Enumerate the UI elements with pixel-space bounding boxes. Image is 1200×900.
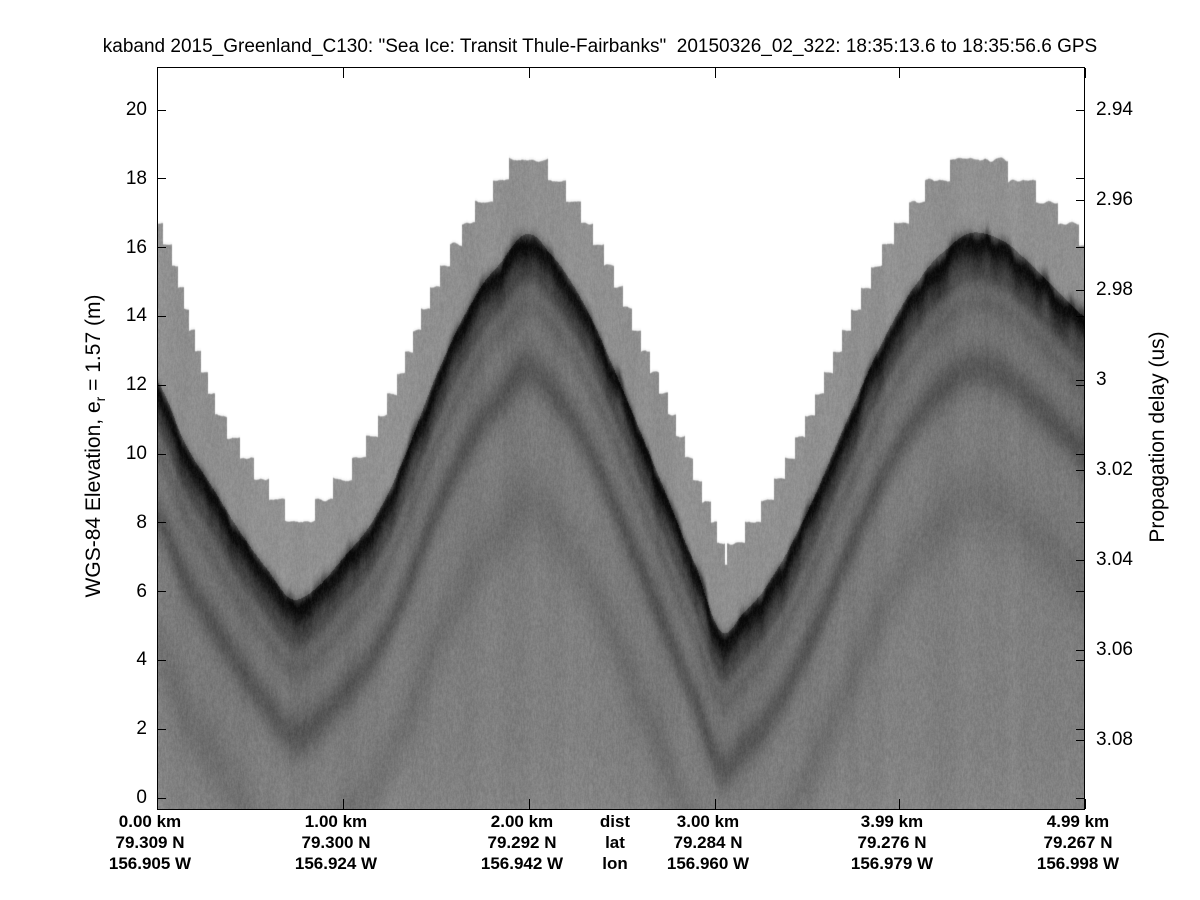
x-label-lat-3: 79.284 N [673, 833, 743, 852]
x-label-lon-2: 156.942 W [480, 854, 564, 873]
y-left-tick-8 [158, 522, 166, 524]
x-top-tick-4 [898, 68, 900, 78]
x-bottom-tick-2 [528, 799, 530, 809]
y-left-mirror-tick-18 [1076, 178, 1084, 180]
y-left-tick-4 [158, 659, 166, 661]
x-top-tick-1 [342, 68, 344, 78]
y-left-mirror-tick-16 [1076, 247, 1084, 249]
x-label-dist-5: 4.99 km [1046, 812, 1110, 831]
y-left-tick-12 [158, 384, 166, 386]
y-left-label-subscript: r [92, 396, 109, 402]
x-bottom-tick-4 [898, 799, 900, 809]
x-label-lat-2: 79.292 N [487, 833, 557, 852]
y-left-tick-label-2: 2 [136, 718, 147, 740]
y-left-tick-20 [158, 109, 166, 111]
x-label-dist-0: 0.00 km [118, 812, 182, 831]
x-top-tick-3 [714, 68, 716, 78]
figure-title: kaband 2015_Greenland_C130: "Sea Ice: Tr… [102, 36, 1098, 57]
y-right-tick-label-2.98: 2.98 [1096, 279, 1133, 300]
y-right-tick-label-3.06: 3.06 [1096, 639, 1133, 660]
y-right-tick-label-3.04: 3.04 [1096, 549, 1133, 570]
y-left-mirror-tick-8 [1076, 522, 1084, 524]
x-label-dist-4: 3.99 km [860, 812, 924, 831]
y-left-tick-0 [158, 797, 166, 799]
x-label-dist-1: 1.00 km [304, 812, 368, 831]
y-left-mirror-tick-0 [1076, 797, 1084, 799]
y-right-tick-3.02 [1076, 469, 1084, 471]
x-row-header-lon: lon [602, 854, 628, 873]
y-left-tick-label-6: 6 [136, 580, 147, 602]
y-right-tick-2.94 [1076, 109, 1084, 111]
y-left-mirror-tick-12 [1076, 384, 1084, 386]
y-left-tick-label-10: 10 [125, 443, 147, 464]
x-top-tick-5 [1084, 68, 1086, 78]
y-left-label-text: WGS-84 Elevation, e [82, 401, 105, 598]
y-left-tick-16 [158, 247, 166, 249]
x-bottom-tick-0 [156, 799, 158, 809]
y-left-mirror-tick-10 [1076, 453, 1084, 455]
y-left-tick-label-20: 20 [125, 99, 147, 120]
x-top-tick-0 [156, 68, 158, 78]
y-right-tick-3.04 [1076, 559, 1084, 561]
x-bottom-tick-5 [1084, 799, 1086, 809]
y-right-tick-label-2.94: 2.94 [1096, 99, 1133, 120]
y-left-mirror-tick-2 [1076, 728, 1084, 730]
y-left-tick-label-18: 18 [125, 167, 147, 189]
x-label-lon-3: 156.960 W [666, 854, 750, 873]
y-left-mirror-tick-4 [1076, 659, 1084, 661]
y-right-tick-label-3.02: 3.02 [1096, 459, 1133, 480]
x-row-header-dist: dist [599, 812, 631, 831]
y-right-tick-2.98 [1076, 289, 1084, 291]
y-right-tick-label-3.08: 3.08 [1096, 729, 1133, 750]
x-label-lon-4: 156.979 W [850, 854, 934, 873]
x-bottom-tick-1 [342, 799, 344, 809]
x-bottom-tick-3 [714, 799, 716, 809]
y-left-mirror-tick-14 [1076, 315, 1084, 317]
y-left-tick-label-16: 16 [125, 236, 147, 258]
x-label-lat-5: 79.267 N [1043, 833, 1113, 852]
y-right-tick-2.96 [1076, 199, 1084, 201]
x-label-lon-0: 156.905 W [108, 854, 192, 873]
x-label-dist-3: 3.00 km [676, 812, 740, 831]
y-left-tick-10 [158, 453, 166, 455]
y-left-tick-label-0: 0 [136, 787, 147, 808]
y-right-tick-label-3: 3 [1096, 369, 1107, 390]
y-left-tick-label-8: 8 [136, 511, 147, 533]
y-left-mirror-tick-6 [1076, 591, 1084, 593]
y-left-tick-6 [158, 591, 166, 593]
y-right-tick-label-2.96: 2.96 [1096, 189, 1133, 210]
y-left-tick-18 [158, 178, 166, 180]
x-label-lat-0: 79.309 N [115, 833, 185, 852]
y-right-tick-3.06 [1076, 649, 1084, 651]
x-row-header-lat: lat [605, 833, 625, 852]
x-label-lon-5: 156.998 W [1036, 854, 1120, 873]
echogram-image [158, 68, 1084, 809]
x-top-tick-2 [528, 68, 530, 78]
x-label-lat-4: 79.276 N [857, 833, 927, 852]
x-label-lon-1: 156.924 W [294, 854, 378, 873]
y-left-tick-label-14: 14 [125, 305, 147, 327]
y-right-tick-3 [1076, 379, 1084, 381]
y-left-tick-label-4: 4 [136, 649, 147, 671]
x-label-lat-1: 79.300 N [301, 833, 371, 852]
y-left-tick-14 [158, 315, 166, 317]
y-left-tick-label-12: 12 [125, 374, 147, 396]
y-left-tick-2 [158, 728, 166, 730]
y-right-tick-3.08 [1076, 739, 1084, 741]
x-label-dist-2: 2.00 km [490, 812, 554, 831]
